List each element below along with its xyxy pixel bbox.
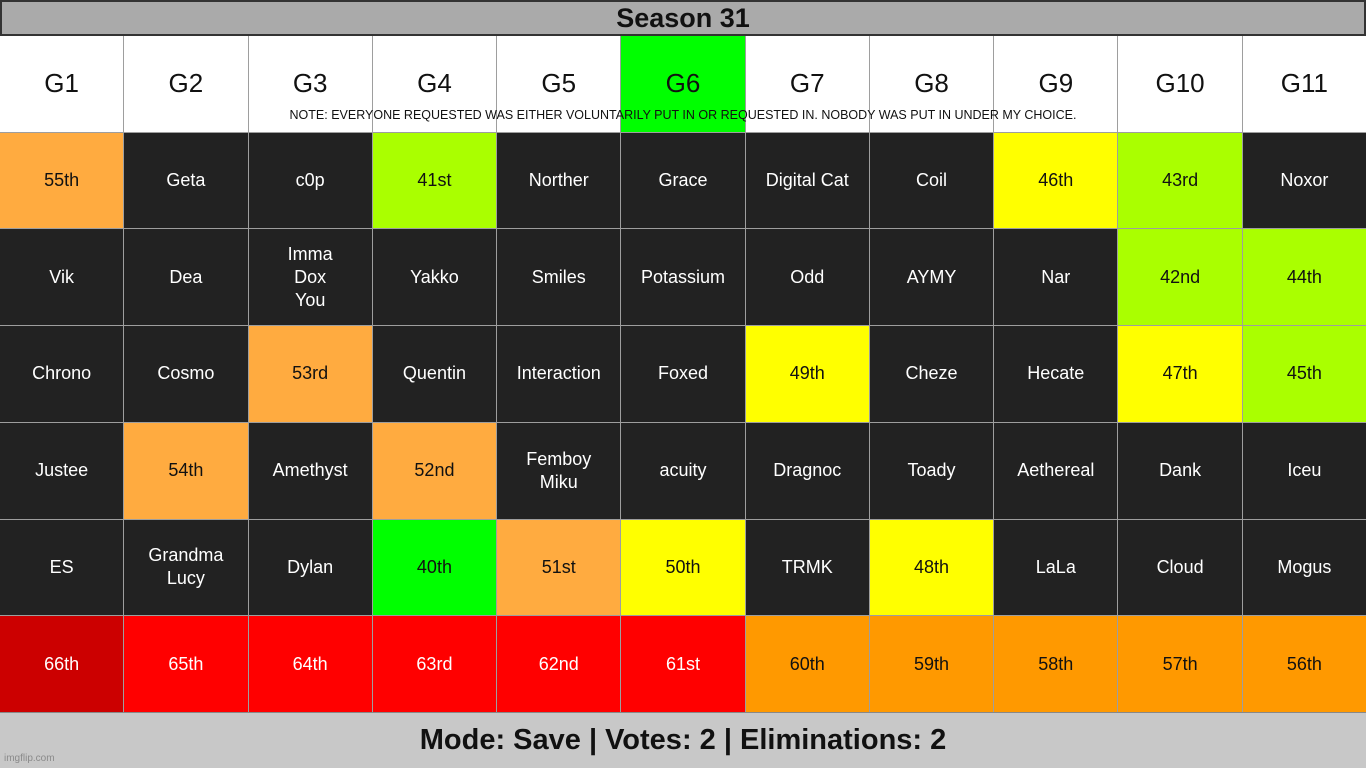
grid-cell-r3-c4: Quentin (372, 326, 497, 422)
grid-cell-r5-c9: LaLa (994, 519, 1118, 616)
grid-cell-r2-c10: 42nd (1118, 229, 1242, 326)
grid-cell-r6-c8: 59th (869, 616, 994, 712)
grid-cell-r1-c1: 55th (0, 132, 124, 229)
grid-cell-r3-c2: Cosmo (124, 326, 248, 422)
grid-cell-r3-c8: Cheze (869, 326, 994, 422)
group-header-g1: G1 (0, 36, 124, 132)
group-header-g2: G2 (124, 36, 248, 132)
grid-cell-r5-c3: Dylan (248, 519, 372, 616)
grid-cell-r6-c2: 65th (124, 616, 248, 712)
grid-cell-r4-c7: Dragnoc (745, 422, 869, 519)
grid-cell-r3-c6: Foxed (621, 326, 745, 422)
grid-cell-r3-c10: 47th (1118, 326, 1242, 422)
grid-cell-r6-c10: 57th (1118, 616, 1242, 712)
grid-cell-r3-c3: 53rd (248, 326, 372, 422)
mode-footer: Mode: Save | Votes: 2 | Eliminations: 2 (0, 712, 1366, 768)
grid-cell-r5-c6: 50th (621, 519, 745, 616)
grid-cell-r3-c7: 49th (745, 326, 869, 422)
grid-cell-r2-c11: 44th (1242, 229, 1366, 326)
grid-cell-r1-c11: Noxor (1242, 132, 1366, 229)
grid-cell-r4-c1: Justee (0, 422, 124, 519)
grid-cell-r5-c11: Mogus (1242, 519, 1366, 616)
grid-cell-r6-c4: 63rd (372, 616, 497, 712)
grid-cell-r6-c11: 56th (1242, 616, 1366, 712)
grid-cell-r5-c10: Cloud (1118, 519, 1242, 616)
grid-cell-r1-c6: Grace (621, 132, 745, 229)
grid-cell-r5-c7: TRMK (745, 519, 869, 616)
grid-cell-r5-c5: 51st (497, 519, 621, 616)
grid-cell-r1-c9: 46th (994, 132, 1118, 229)
grid-cell-r6-c6: 61st (621, 616, 745, 712)
grid-cell-r4-c2: 54th (124, 422, 248, 519)
watermark: imgflip.com (4, 753, 55, 764)
grid-cell-r6-c5: 62nd (497, 616, 621, 712)
grid-cell-r1-c8: Coil (869, 132, 994, 229)
grid-cell-r1-c7: Digital Cat (745, 132, 869, 229)
grid-cell-r2-c1: Vik (0, 229, 124, 326)
grid-cell-r2-c5: Smiles (497, 229, 621, 326)
grid-cell-r4-c5: Femboy Miku (497, 422, 621, 519)
grid-cell-r4-c8: Toady (869, 422, 994, 519)
grid-cell-r4-c6: acuity (621, 422, 745, 519)
group-header-g7: G7 (745, 36, 869, 132)
group-header-g6: G6 (621, 36, 745, 132)
grid-cell-r6-c7: 60th (745, 616, 869, 712)
group-header-g3: G3 (248, 36, 372, 132)
grid-cell-r1-c4: 41st (372, 132, 497, 229)
grid-cell-r6-c9: 58th (994, 616, 1118, 712)
grid-cell-r5-c8: 48th (869, 519, 994, 616)
grid-cell-r6-c1: 66th (0, 616, 124, 712)
grid-cell-r1-c3: c0p (248, 132, 372, 229)
group-header-g10: G10 (1118, 36, 1242, 132)
elimination-grid: G1 G2 G3 G4 G5 G6 G7 G8 G9 G10 G11 55th Geta c0p 41st N… (0, 36, 1366, 712)
grid-cell-r4-c10: Dank (1118, 422, 1242, 519)
grid-cell-r4-c9: Aethereal (994, 422, 1118, 519)
group-header-g5: G5 (497, 36, 621, 132)
grid-cell-r2-c4: Yakko (372, 229, 497, 326)
grid-cell-r1-c5: Norther (497, 132, 621, 229)
grid-cell-r5-c1: ES (0, 519, 124, 616)
grid-cell-r3-c5: Interaction (497, 326, 621, 422)
grid-cell-r2-c7: Odd (745, 229, 869, 326)
grid-cell-r2-c3: Imma Dox You (248, 229, 372, 326)
grid-cell-r6-c3: 64th (248, 616, 372, 712)
grid-cell-r4-c11: Iceu (1242, 422, 1366, 519)
season-title: Season 31 (0, 0, 1366, 36)
grid-cell-r1-c2: Geta (124, 132, 248, 229)
grid-cell-r5-c4: 40th (372, 519, 497, 616)
grid-cell-r2-c8: AYMY (869, 229, 994, 326)
grid-cell-r2-c6: Potassium (621, 229, 745, 326)
grid-cell-r3-c11: 45th (1242, 326, 1366, 422)
grid-cell-r4-c3: Amethyst (248, 422, 372, 519)
group-header-g8: G8 (869, 36, 994, 132)
grid-cell-r4-c4: 52nd (372, 422, 497, 519)
grid-cell-r2-c9: Nar (994, 229, 1118, 326)
grid-cell-r5-c2: Grandma Lucy (124, 519, 248, 616)
grid-cell-r3-c9: Hecate (994, 326, 1118, 422)
group-header-g11: G11 (1242, 36, 1366, 132)
grid-cell-r1-c10: 43rd (1118, 132, 1242, 229)
group-header-g4: G4 (372, 36, 497, 132)
grid-cell-r3-c1: Chrono (0, 326, 124, 422)
group-header-g9: G9 (994, 36, 1118, 132)
grid-cell-r2-c2: Dea (124, 229, 248, 326)
